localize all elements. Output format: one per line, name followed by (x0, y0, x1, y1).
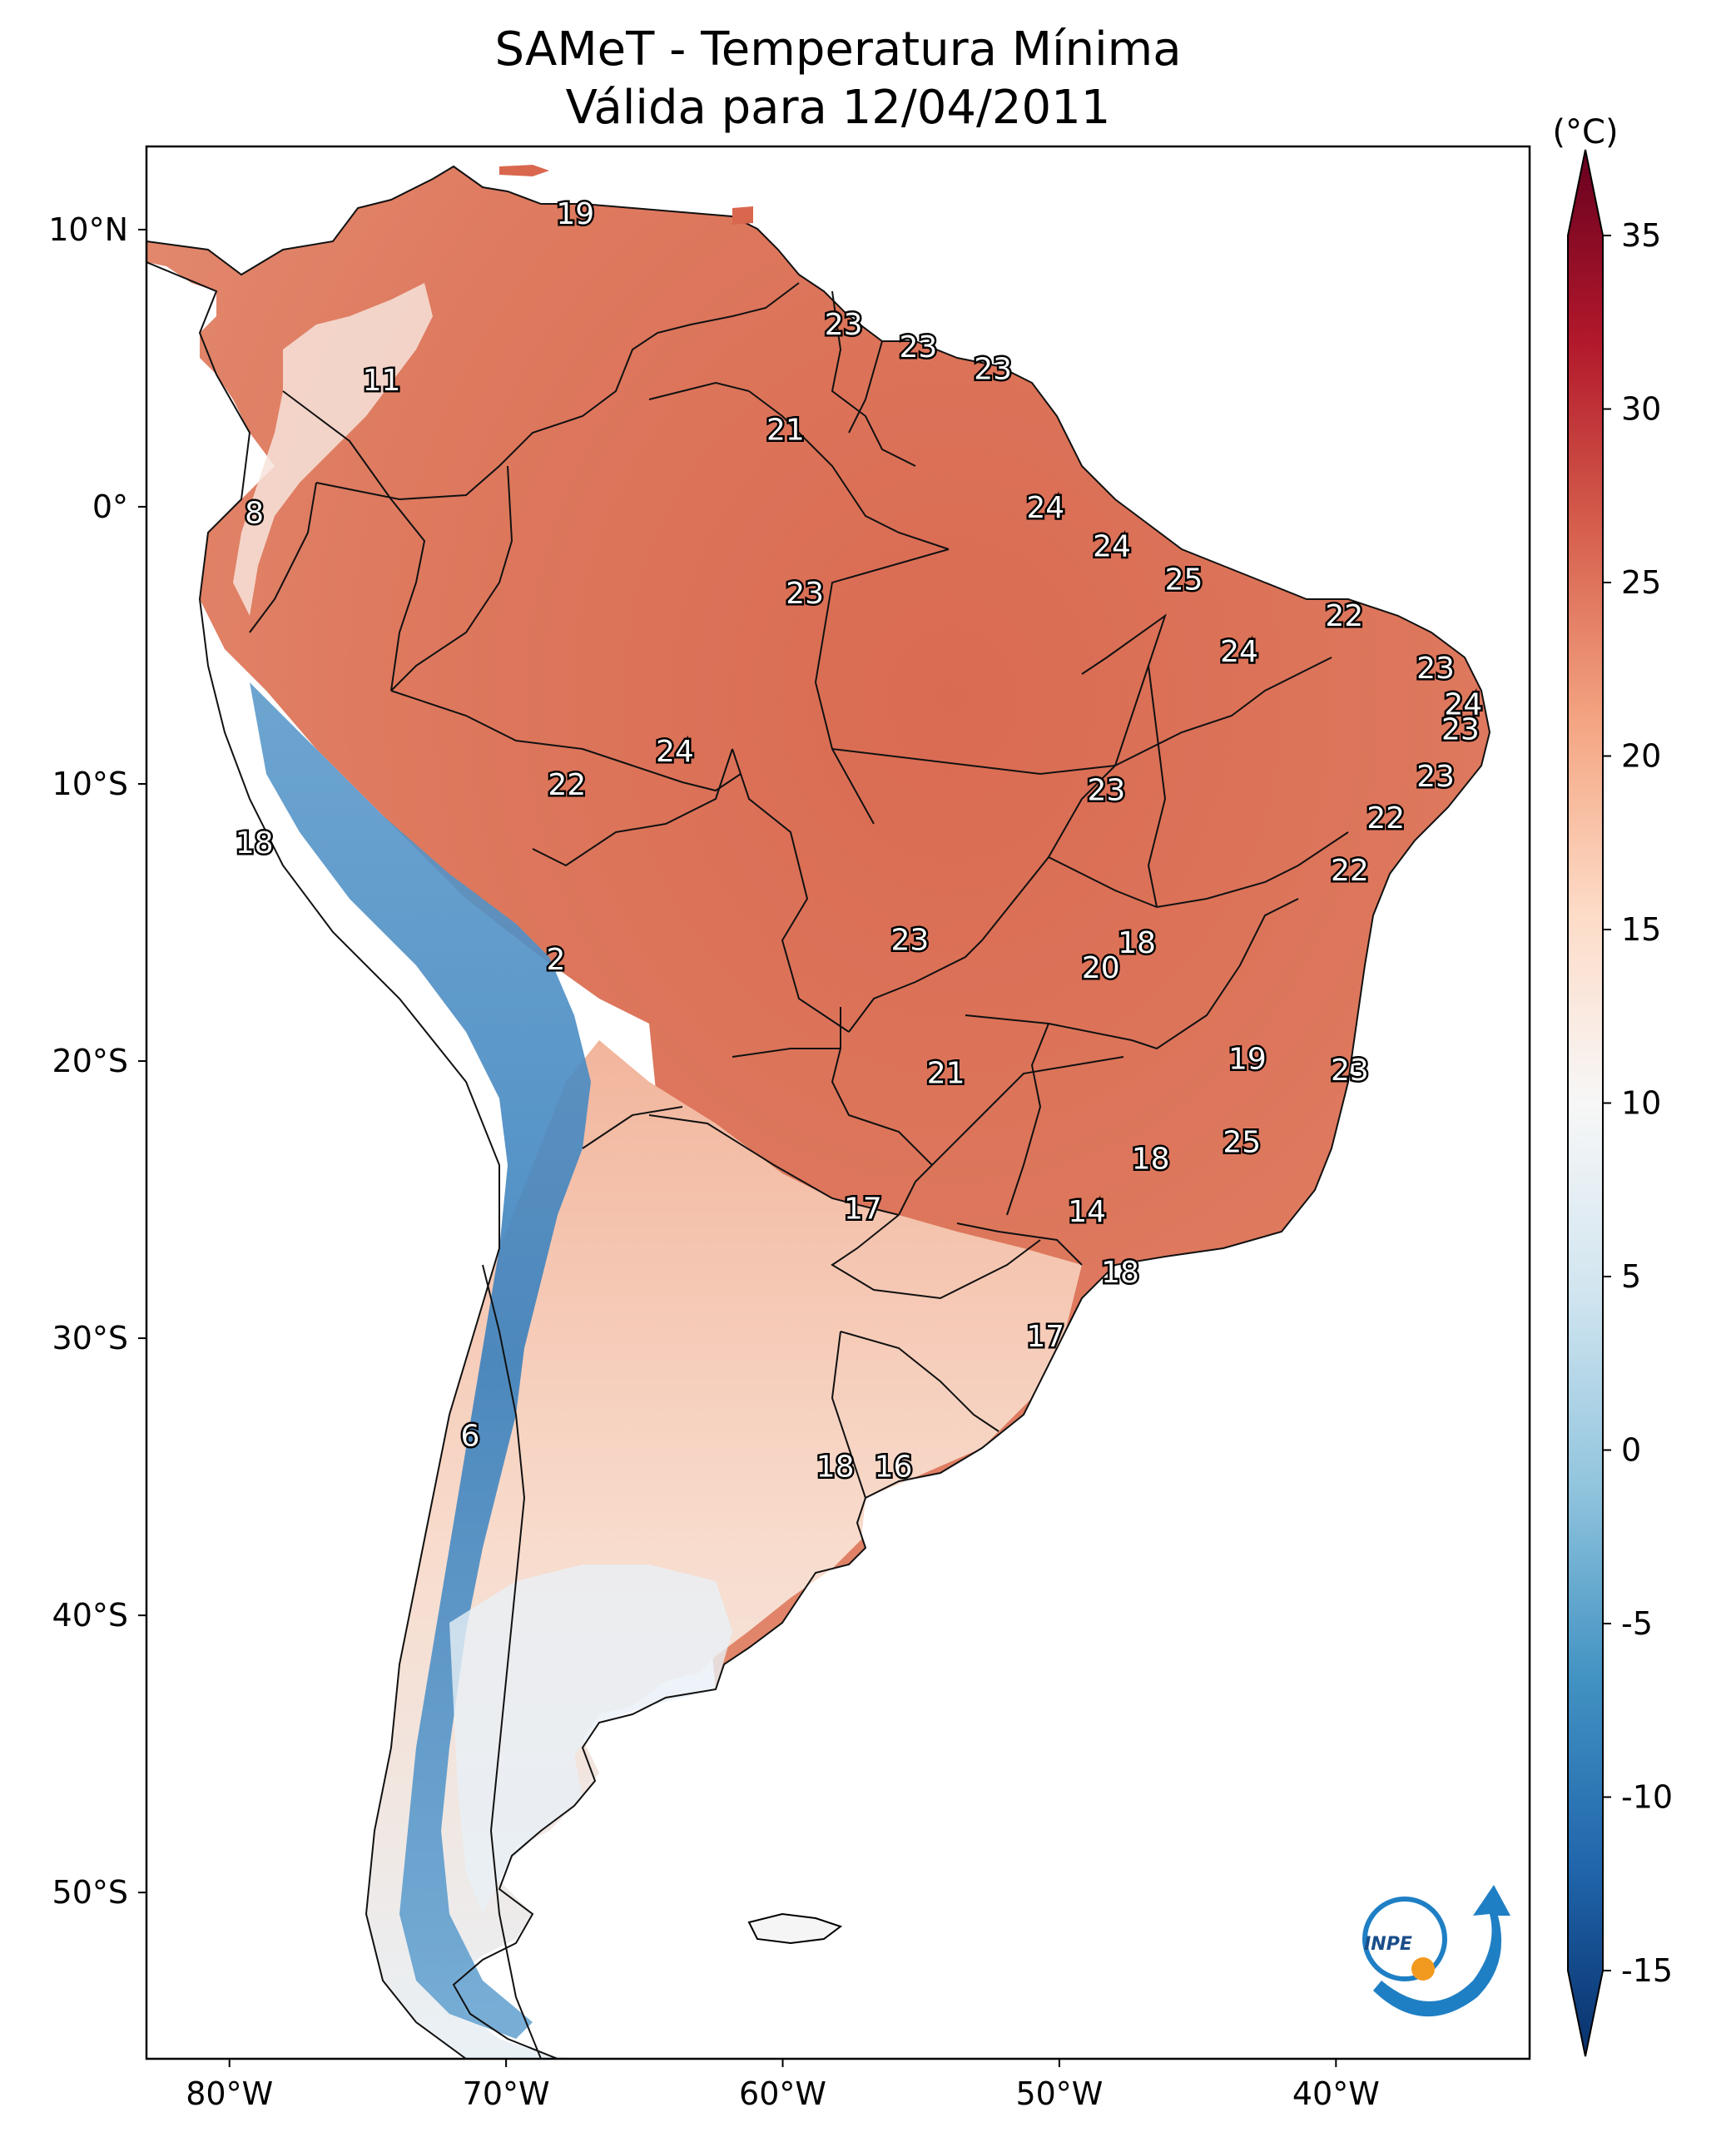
inpe-logo-sun-icon (1411, 1957, 1435, 1981)
inpe-logo-ring (1362, 1897, 1447, 1981)
station-value-label: 22 (1366, 801, 1405, 836)
station-value-label: 2 (546, 943, 565, 977)
lat-tick-label: 10°N (48, 211, 128, 248)
station-value-label: 18 (1118, 926, 1156, 960)
station-value-label: 23 (1416, 760, 1455, 794)
station-value-label: 18 (816, 1450, 855, 1484)
station-value-label: 23 (891, 924, 930, 958)
colorbar-ticks: 35 30 25 20 15 10 5 0 -5 -10 -15 (1603, 217, 1673, 1989)
colorbar-tick-label: 25 (1621, 564, 1661, 601)
falkland-islands (747, 1912, 843, 1945)
station-value-label: 24 (656, 735, 694, 769)
station-value-label: 19 (1228, 1043, 1267, 1077)
station-value-label: 11 (363, 364, 401, 398)
map-frame (145, 145, 1531, 2060)
station-value-label: 24 (1444, 687, 1482, 721)
colorbar: (°C) 35 30 25 20 15 10 5 0 -5 -10 -15 (1552, 113, 1673, 2057)
station-value-label: 23 (786, 577, 824, 611)
andes-cold-region (250, 682, 591, 2039)
station-value-label: 14 (1068, 1195, 1106, 1229)
lat-tick-label: 10°S (52, 766, 128, 802)
caribbean-islands (499, 165, 753, 225)
lat-tick-label: 30°S (52, 1320, 128, 1356)
station-value-label: 22 (548, 768, 586, 802)
map-title: SAMeT - Temperatura Mínima (494, 22, 1181, 77)
station-value-label: 16 (875, 1450, 913, 1484)
lat-tick-label: 0° (92, 488, 128, 525)
lon-tick-label: 40°W (1292, 2075, 1380, 2112)
station-value-label: 24 (1093, 530, 1131, 564)
station-value-label: 6 (460, 1420, 479, 1454)
station-value-label: 23 (1416, 652, 1455, 686)
northern-andes-region (233, 283, 433, 616)
lat-tick-label: 50°S (52, 1874, 128, 1911)
station-value-label: 23 (974, 352, 1012, 386)
colorbar-tick-label: 10 (1621, 1085, 1661, 1122)
inpe-logo-wordmark: INPE (1364, 1934, 1412, 1955)
station-value-label: 21 (927, 1056, 965, 1090)
station-value-label: 22 (1325, 599, 1363, 633)
lon-tick-label: 70°W (463, 2075, 550, 2112)
lon-tick-label: 60°W (739, 2075, 826, 2112)
colorbar-tick-label: 5 (1621, 1258, 1641, 1295)
station-value-label: 18 (1132, 1143, 1170, 1177)
map-plot-area (146, 146, 1530, 2059)
station-value-label: 20 (1082, 951, 1120, 985)
colorbar-tick-label: -5 (1621, 1605, 1653, 1642)
lon-tick-label: 80°W (186, 2075, 273, 2112)
station-value-label: 24 (1026, 491, 1064, 525)
station-value-label: 23 (899, 330, 937, 364)
station-value-label: 23 (1088, 774, 1126, 808)
station-value-label: 23 (825, 308, 863, 342)
station-value-label: 17 (844, 1193, 882, 1227)
colorbar-tick-label: 35 (1621, 217, 1661, 254)
lon-tick-label: 50°W (1015, 2075, 1103, 2112)
station-value-label: 25 (1165, 563, 1203, 598)
map-subtitle: Válida para 12/04/2011 (566, 81, 1111, 135)
colorbar-unit-label: (°C) (1552, 113, 1618, 151)
inpe-logo-swoosh-icon (1373, 1885, 1510, 2017)
latitude-ticks: 10°N 0° 10°S 20°S 30°S 40°S 50°S (48, 211, 146, 1911)
colorbar-tick-label: 0 (1621, 1432, 1641, 1469)
country-borders (146, 165, 1491, 2059)
station-value-label: 25 (1223, 1126, 1261, 1160)
station-value-label: 23 (1331, 1054, 1369, 1088)
colorbar-tick-label: 30 (1621, 391, 1661, 428)
south-america-landmass (146, 166, 1490, 1689)
colorbar-tick-label: 15 (1621, 911, 1661, 948)
colorbar-tick-label: -10 (1621, 1779, 1673, 1816)
patagonia-pale-region (449, 1564, 732, 1914)
station-value-label: 24 (1220, 635, 1258, 669)
station-value-label: 21 (766, 414, 805, 448)
colorbar-tick-label: -15 (1621, 1952, 1673, 1989)
station-value-label: 17 (1026, 1320, 1064, 1354)
lat-tick-label: 40°S (52, 1597, 128, 1634)
station-value-label: 8 (245, 497, 264, 531)
station-value-label: 23 (1441, 712, 1480, 746)
station-value-label: 19 (556, 197, 594, 231)
station-value-label: 22 (1331, 854, 1369, 888)
station-value-label: 18 (1101, 1256, 1139, 1290)
lat-tick-label: 20°S (52, 1043, 128, 1079)
station-value-label: 18 (236, 826, 274, 860)
inpe-logo: INPE (1362, 1885, 1510, 2017)
longitude-ticks: 80°W 70°W 60°W 50°W 40°W (186, 2059, 1380, 2112)
colorbar-body (1567, 149, 1604, 2057)
colorbar-tick-label: 20 (1621, 738, 1661, 775)
